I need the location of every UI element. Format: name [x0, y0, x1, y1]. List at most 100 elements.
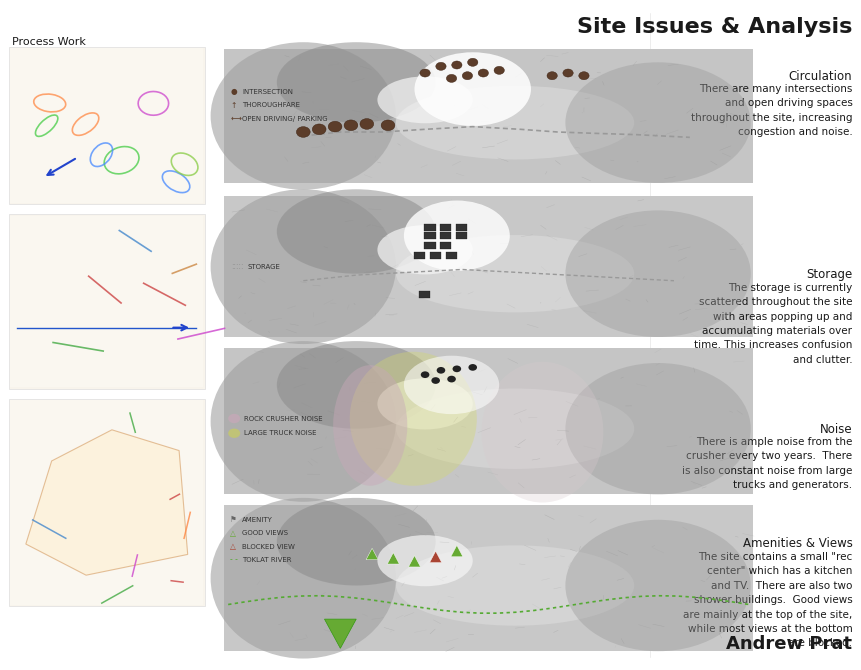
Bar — [456, 232, 468, 239]
Text: Site Issues & Analysis: Site Issues & Analysis — [577, 17, 852, 37]
Circle shape — [468, 58, 478, 66]
Bar — [445, 252, 456, 259]
Bar — [440, 232, 451, 239]
Bar — [456, 224, 468, 230]
Circle shape — [436, 62, 446, 70]
Circle shape — [328, 121, 342, 132]
Ellipse shape — [377, 379, 473, 429]
Text: ROCK CRUSHER NOISE: ROCK CRUSHER NOISE — [244, 415, 322, 421]
Circle shape — [431, 377, 440, 384]
Text: The storage is currently
scattered throughout the site
with areas popping up and: The storage is currently scattered throu… — [694, 283, 852, 364]
Circle shape — [313, 124, 326, 135]
Bar — [9, 214, 205, 389]
Circle shape — [296, 127, 310, 137]
Text: INTERSECTION: INTERSECTION — [242, 89, 293, 94]
Text: - -: - - — [230, 555, 238, 565]
Circle shape — [452, 61, 462, 69]
Text: GOOD VIEWS: GOOD VIEWS — [242, 530, 288, 536]
Circle shape — [228, 414, 240, 423]
Ellipse shape — [377, 76, 473, 123]
Text: TOKLAT RIVER: TOKLAT RIVER — [242, 557, 291, 563]
Ellipse shape — [211, 498, 396, 659]
Ellipse shape — [404, 356, 499, 414]
Ellipse shape — [481, 362, 604, 502]
Text: AMENITY: AMENITY — [242, 517, 273, 523]
Ellipse shape — [566, 210, 751, 337]
Bar — [10, 48, 203, 203]
Ellipse shape — [211, 42, 396, 190]
Text: Storage: Storage — [806, 268, 852, 281]
Ellipse shape — [377, 535, 473, 586]
Text: STORAGE: STORAGE — [248, 264, 281, 269]
Polygon shape — [451, 545, 463, 557]
Bar — [419, 291, 430, 298]
Ellipse shape — [566, 62, 751, 183]
Bar — [430, 252, 441, 259]
Polygon shape — [26, 430, 188, 575]
Circle shape — [437, 367, 445, 374]
Ellipse shape — [396, 545, 635, 626]
Text: OPEN DRIVING/ PARKING: OPEN DRIVING/ PARKING — [242, 116, 327, 121]
Circle shape — [228, 429, 240, 438]
Bar — [424, 232, 436, 239]
Circle shape — [360, 119, 374, 129]
Circle shape — [547, 72, 557, 80]
Text: Process Work: Process Work — [12, 37, 86, 47]
Ellipse shape — [396, 389, 635, 469]
Polygon shape — [325, 619, 356, 649]
Circle shape — [421, 371, 430, 378]
Ellipse shape — [396, 235, 635, 312]
Polygon shape — [366, 548, 378, 559]
Text: :::::: ::::: — [231, 262, 244, 271]
Text: ●: ● — [231, 87, 238, 96]
Text: ↑: ↑ — [231, 100, 237, 110]
Bar — [9, 47, 205, 204]
Bar — [224, 348, 753, 494]
Text: THOROUGHFARE: THOROUGHFARE — [242, 103, 300, 108]
Circle shape — [468, 364, 477, 371]
Text: There are many intersections
and open driving spaces
throughout the site, increa: There are many intersections and open dr… — [691, 84, 852, 137]
Circle shape — [494, 66, 505, 74]
Text: ⚑: ⚑ — [230, 515, 237, 525]
Bar — [9, 399, 205, 606]
Circle shape — [478, 69, 488, 77]
Ellipse shape — [276, 190, 436, 273]
Ellipse shape — [377, 225, 473, 275]
Bar — [224, 196, 753, 337]
Text: Noise: Noise — [820, 423, 852, 436]
Bar — [224, 49, 753, 183]
Text: △: △ — [230, 542, 236, 551]
Polygon shape — [430, 551, 442, 563]
Polygon shape — [387, 553, 400, 564]
Ellipse shape — [211, 341, 396, 502]
Ellipse shape — [396, 86, 635, 159]
Circle shape — [447, 376, 455, 383]
Circle shape — [344, 120, 358, 131]
Ellipse shape — [276, 341, 436, 429]
Text: Andrew Prat: Andrew Prat — [727, 635, 852, 653]
Ellipse shape — [276, 498, 436, 586]
Ellipse shape — [414, 52, 531, 126]
Ellipse shape — [404, 200, 510, 271]
Text: BLOCKED VIEW: BLOCKED VIEW — [242, 543, 294, 549]
Bar — [424, 243, 436, 249]
Bar — [424, 224, 436, 230]
Bar — [10, 400, 203, 605]
Circle shape — [579, 72, 589, 80]
Bar — [414, 252, 425, 259]
Text: ⟷: ⟷ — [231, 114, 242, 123]
Polygon shape — [408, 555, 420, 567]
Ellipse shape — [566, 520, 751, 651]
Bar — [440, 243, 451, 249]
Ellipse shape — [350, 352, 477, 486]
Ellipse shape — [333, 365, 407, 486]
Ellipse shape — [566, 363, 751, 494]
Bar — [10, 216, 203, 387]
Text: Circulation: Circulation — [789, 70, 852, 83]
Bar — [224, 505, 753, 651]
Circle shape — [563, 69, 573, 77]
Circle shape — [420, 69, 430, 77]
Circle shape — [453, 366, 461, 373]
Circle shape — [381, 120, 395, 131]
Text: LARGE TRUCK NOISE: LARGE TRUCK NOISE — [244, 430, 316, 436]
